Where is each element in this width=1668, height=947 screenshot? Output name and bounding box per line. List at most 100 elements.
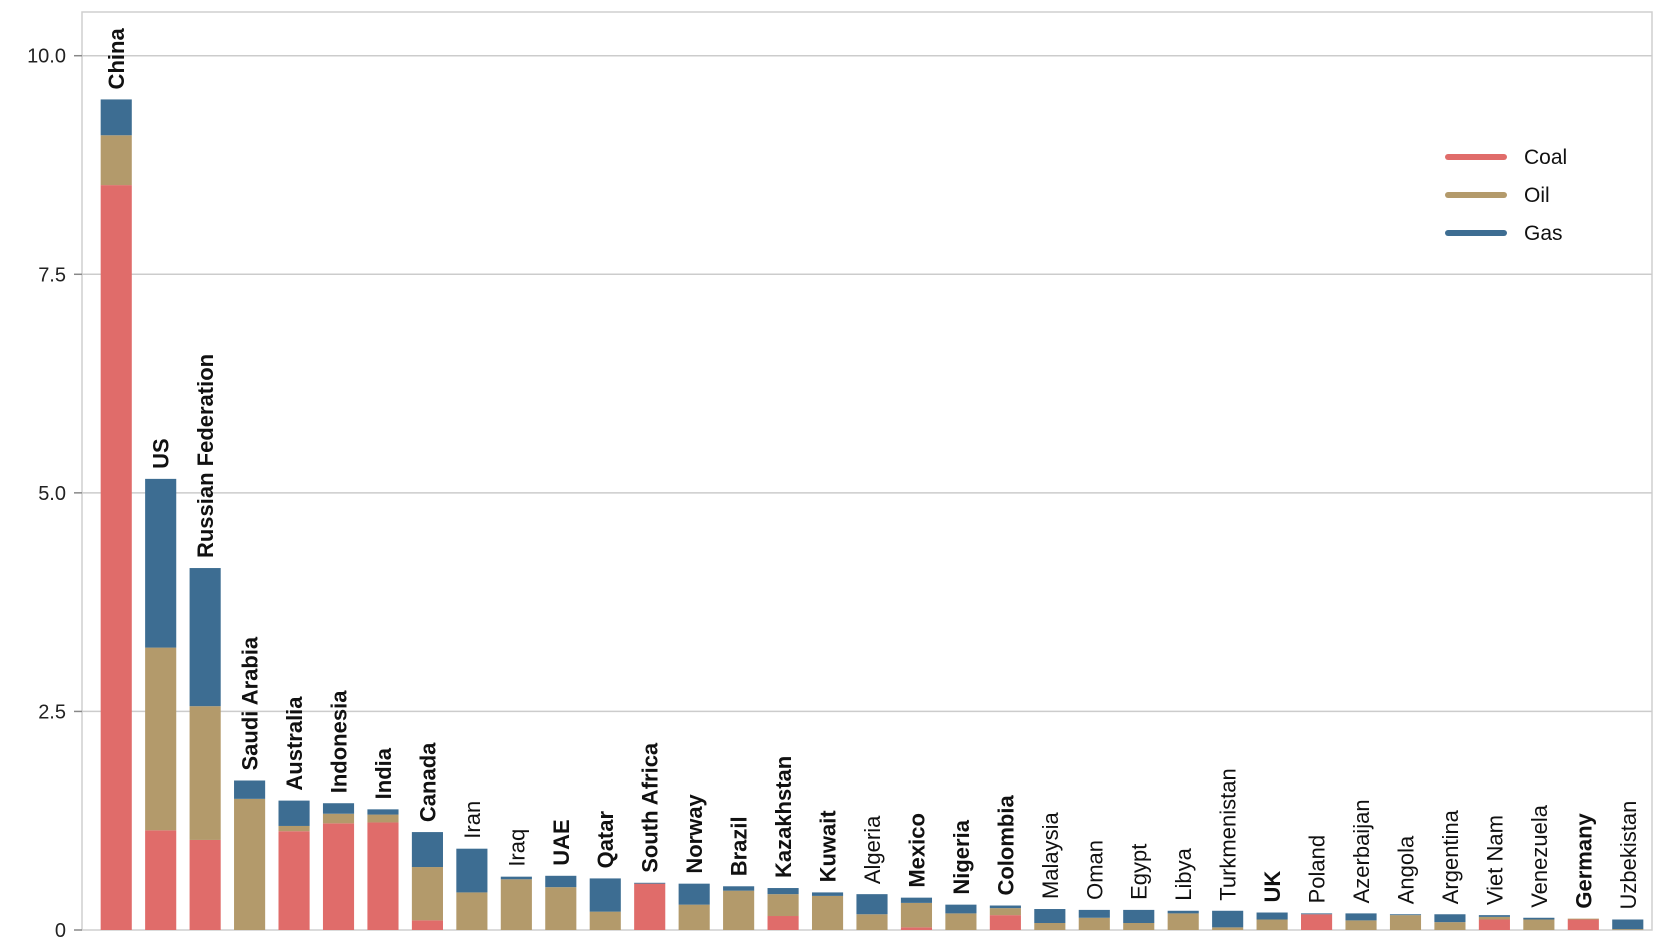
bar-kuwait-oil: [811, 895, 844, 930]
bar-venezuela-oil: [1523, 919, 1555, 930]
country-label-egypt: Egypt: [1127, 844, 1152, 900]
bar-russian-federation-gas: [189, 568, 221, 707]
y-tick-label: 2.5: [38, 701, 66, 723]
country-label-argentina: Argentina: [1438, 809, 1463, 904]
bar-colombia-gas: [989, 905, 1021, 909]
country-label-iraq: Iraq: [504, 829, 529, 867]
country-label-kazakhstan: Kazakhstan: [771, 756, 796, 878]
country-label-norway: Norway: [682, 793, 707, 873]
bar-malaysia-oil: [1034, 923, 1066, 930]
bar-argentina-oil: [1434, 922, 1466, 930]
bar-us-gas: [145, 478, 177, 648]
bar-mexico-oil: [900, 902, 933, 928]
country-label-viet-nam: Viet Nam: [1482, 815, 1507, 905]
country-label-south-africa: South Africa: [638, 742, 663, 873]
bar-uk-oil: [1256, 919, 1288, 930]
bar-egypt-gas: [1123, 909, 1155, 924]
y-tick-label: 7.5: [38, 264, 66, 286]
country-label-saudi-arabia: Saudi Arabia: [238, 636, 263, 770]
bar-azerbaijan-oil: [1345, 920, 1377, 930]
bar-kazakhstan-gas: [767, 888, 799, 895]
bar-china-oil: [100, 135, 132, 186]
bar-nigeria-oil: [945, 913, 977, 930]
bar-russian-federation-oil: [189, 706, 221, 840]
country-label-malaysia: Malaysia: [1038, 811, 1063, 899]
bar-south-africa-coal: [634, 883, 666, 930]
country-label-uk: UK: [1260, 871, 1285, 903]
country-label-oman: Oman: [1082, 840, 1107, 900]
bar-viet-nam-oil: [1478, 916, 1510, 920]
bar-turkmenistan-oil: [1212, 927, 1244, 930]
bar-viet-nam-coal: [1478, 919, 1510, 930]
country-label-canada: Canada: [415, 742, 440, 822]
country-label-india: India: [371, 747, 396, 799]
bar-libya-oil: [1167, 913, 1199, 930]
bar-nigeria-gas: [945, 904, 977, 914]
bar-india-coal: [367, 822, 399, 930]
country-label-algeria: Algeria: [860, 815, 885, 884]
bar-canada-oil: [411, 867, 443, 921]
country-label-libya: Libya: [1171, 847, 1196, 900]
bar-canada-gas: [411, 832, 443, 868]
y-tick-label: 5.0: [38, 483, 66, 505]
bar-india-gas: [367, 809, 399, 815]
bar-angola-oil: [1389, 915, 1422, 930]
country-label-mexico: Mexico: [904, 813, 929, 888]
bar-oman-gas: [1078, 909, 1110, 918]
bar-norway-oil: [678, 904, 710, 930]
country-label-china: China: [104, 28, 129, 90]
bar-colombia-oil: [989, 908, 1021, 916]
country-label-poland: Poland: [1305, 835, 1330, 904]
bar-iraq-oil: [500, 879, 532, 930]
bar-poland-coal: [1301, 914, 1333, 930]
country-label-iran: Iran: [460, 801, 485, 839]
bar-venezuela-gas: [1523, 917, 1555, 920]
bar-iran-oil: [456, 892, 488, 930]
country-label-germany: Germany: [1571, 812, 1596, 908]
country-label-brazil: Brazil: [727, 816, 752, 876]
country-label-turkmenistan: Turkmenistan: [1216, 768, 1241, 900]
country-label-kuwait: Kuwait: [816, 810, 841, 883]
bar-egypt-oil: [1123, 923, 1155, 930]
bar-us-oil: [145, 647, 177, 831]
bar-india-oil: [367, 814, 399, 823]
bar-colombia-coal: [989, 915, 1021, 930]
bar-us-coal: [145, 830, 177, 930]
bar-brazil-gas: [723, 886, 755, 891]
y-tick-label: 0: [55, 920, 66, 942]
legend-label-gas: Gas: [1524, 222, 1563, 245]
bar-malaysia-gas: [1034, 909, 1066, 924]
y-tick-label: 10.0: [27, 46, 66, 68]
bar-kazakhstan-oil: [767, 894, 799, 917]
bar-china-coal: [100, 185, 132, 930]
bar-turkmenistan-gas: [1212, 910, 1244, 928]
bar-uzbekistan-oil: [1612, 929, 1644, 930]
bar-uae-oil: [545, 887, 577, 930]
bar-uzbekistan-gas: [1612, 919, 1644, 930]
country-label-uzbekistan: Uzbekistan: [1616, 801, 1641, 910]
bar-indonesia-oil: [322, 813, 355, 824]
bar-mexico-coal: [900, 927, 933, 930]
country-label-angola: Angola: [1393, 835, 1418, 904]
country-label-nigeria: Nigeria: [949, 819, 974, 894]
bar-oman-oil: [1078, 917, 1110, 930]
legend-label-oil: Oil: [1524, 184, 1550, 207]
bar-kazakhstan-coal: [767, 916, 799, 930]
bar-poland-gas: [1301, 913, 1333, 915]
bar-norway-gas: [678, 883, 710, 905]
bar-brazil-oil: [723, 890, 755, 930]
country-label-russian-federation: Russian Federation: [193, 354, 218, 558]
legend: Coal Oil Gas: [1445, 146, 1567, 245]
bar-argentina-gas: [1434, 914, 1466, 923]
bar-angola-gas: [1389, 914, 1422, 916]
bar-iran-gas: [456, 848, 488, 893]
bar-viet-nam-gas: [1478, 915, 1510, 917]
bar-iraq-gas: [500, 876, 532, 880]
bar-australia-coal: [278, 831, 310, 930]
country-label-azerbaijan: Azerbaijan: [1349, 799, 1374, 903]
country-label-indonesia: Indonesia: [327, 690, 352, 793]
bar-libya-gas: [1167, 910, 1199, 914]
bar-germany-oil: [1567, 918, 1599, 920]
legend-label-coal: Coal: [1524, 146, 1567, 169]
country-label-uae: UAE: [549, 819, 574, 865]
